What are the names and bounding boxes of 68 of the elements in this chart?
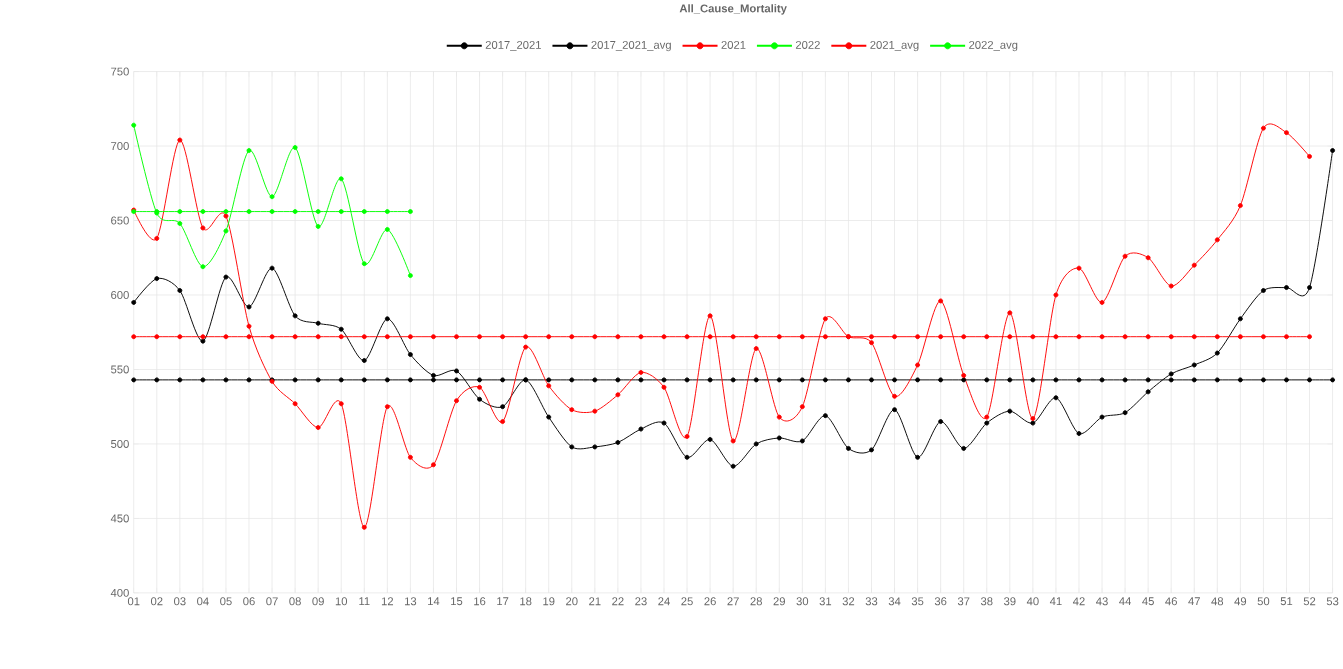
x-tick-label: 04 xyxy=(197,597,209,606)
x-tick-label: 38 xyxy=(980,597,993,606)
x-tick-label: 48 xyxy=(1211,597,1224,606)
x-tick-label: 46 xyxy=(1165,597,1177,606)
x-tick-label: 50 xyxy=(1257,597,1270,606)
x-tick-label: 15 xyxy=(451,597,463,606)
x-tick-label: 21 xyxy=(589,597,601,606)
legend-label: 2021_avg xyxy=(870,41,919,52)
x-tick-label: 34 xyxy=(888,597,901,606)
x-tick-label: 28 xyxy=(750,597,762,606)
x-tick-label: 01 xyxy=(127,597,140,606)
y-tick-label: 500 xyxy=(111,440,129,448)
x-tick-label: 40 xyxy=(1026,597,1039,606)
y-tick-label: 750 xyxy=(111,67,129,76)
x-tick-label: 18 xyxy=(520,597,532,606)
legend-label: 2022 xyxy=(795,41,820,49)
y-tick-label: 450 xyxy=(110,514,129,523)
x-tick-label: 10 xyxy=(335,597,348,606)
x-tick-label: 20 xyxy=(566,597,578,606)
x-tick-label: 45 xyxy=(1142,597,1154,606)
x-tick-label: 35 xyxy=(911,597,924,606)
x-tick-label: 32 xyxy=(842,597,855,606)
x-tick-label: 49 xyxy=(1234,597,1247,606)
x-tick-label: 33 xyxy=(865,597,878,606)
x-tick-label: 41 xyxy=(1049,597,1062,606)
x-tick-label: 02 xyxy=(150,597,163,606)
chart-title: All_Cause_Mortality xyxy=(679,4,787,15)
x-tick-label: 14 xyxy=(428,597,440,606)
x-tick-label: 12 xyxy=(381,597,394,606)
x-tick-label: 53 xyxy=(1326,597,1339,606)
y-tick-label: 550 xyxy=(111,365,129,374)
x-tick-label: 06 xyxy=(243,597,255,606)
legend-label: 2021 xyxy=(721,41,746,49)
x-tick-label: 52 xyxy=(1303,597,1316,606)
x-tick-label: 44 xyxy=(1119,597,1132,606)
y-tick-label: 400 xyxy=(110,588,129,597)
x-tick-label: 09 xyxy=(312,597,324,606)
x-tick-label: 43 xyxy=(1096,597,1108,606)
x-tick-label: 22 xyxy=(612,597,624,606)
x-tick-label: 36 xyxy=(934,597,947,606)
x-tick-label: 25 xyxy=(681,597,693,606)
x-tick-label: 39 xyxy=(1003,597,1016,606)
x-tick-label: 08 xyxy=(289,597,301,606)
x-tick-label: 03 xyxy=(174,597,186,606)
x-tick-label: 37 xyxy=(957,597,970,606)
x-tick-label: 11 xyxy=(359,597,370,606)
x-tick-label: 26 xyxy=(704,597,716,606)
x-tick-label: 31 xyxy=(819,597,832,606)
x-tick-label: 13 xyxy=(405,597,417,606)
x-tick-label: 24 xyxy=(658,597,670,606)
x-tick-label: 17 xyxy=(497,597,509,606)
x-tick-label: 47 xyxy=(1188,597,1200,606)
x-tick-label: 23 xyxy=(635,597,647,606)
legend-label: 2022_avg xyxy=(969,41,1018,52)
x-tick-label: 27 xyxy=(727,597,739,606)
y-tick-label: 650 xyxy=(111,216,129,225)
x-tick-label: 19 xyxy=(543,597,555,606)
x-tick-label: 30 xyxy=(796,597,809,606)
x-tick-label: 07 xyxy=(266,597,278,606)
x-tick-label: 29 xyxy=(773,597,785,606)
y-tick-label: 700 xyxy=(111,142,129,151)
legend-label: 2017_2021_avg xyxy=(591,41,671,52)
x-tick-label: 51 xyxy=(1280,597,1293,606)
x-tick-label: 42 xyxy=(1072,597,1085,606)
x-tick-label: 16 xyxy=(474,597,486,606)
legend-label: 2017_2021 xyxy=(485,41,541,52)
x-tick-label: 05 xyxy=(220,597,232,606)
y-tick-label: 600 xyxy=(111,291,129,300)
